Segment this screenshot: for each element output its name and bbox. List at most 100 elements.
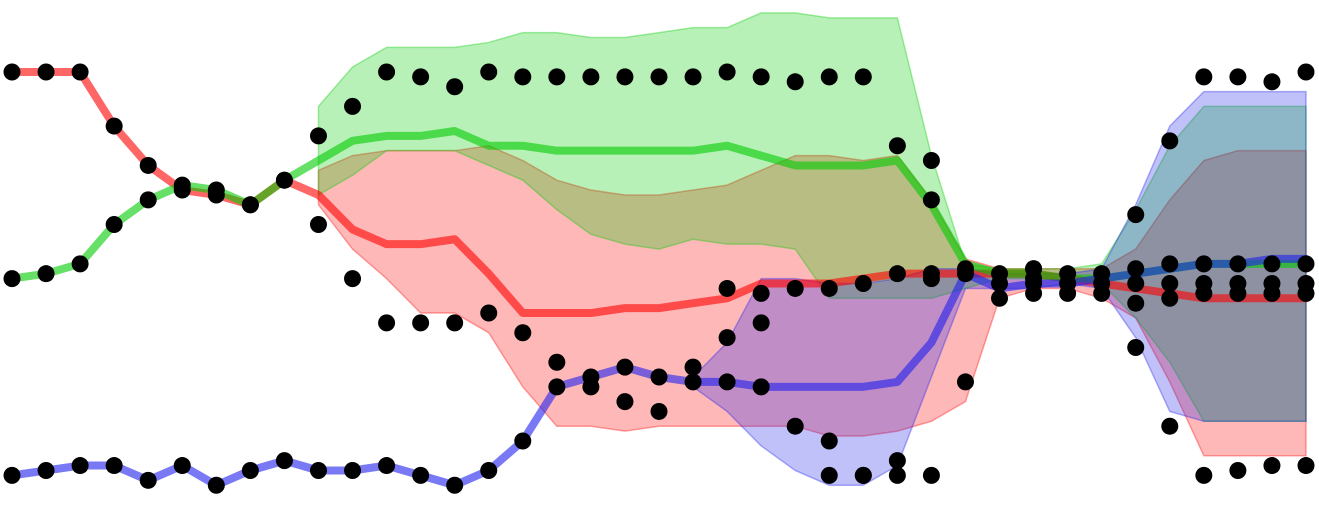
extra-marker-12 <box>1263 457 1281 475</box>
marker-0-1 <box>37 63 55 81</box>
marker-0-0 <box>3 63 21 81</box>
marker-1-9 <box>309 127 327 145</box>
marker-0-11 <box>378 314 396 332</box>
marker-2-0 <box>3 466 21 484</box>
marker-0-20 <box>684 358 702 376</box>
extra-marker-9 <box>1195 68 1213 86</box>
marker-0-18 <box>616 393 634 411</box>
marker-2-3 <box>105 457 123 475</box>
marker-2-23 <box>786 417 804 435</box>
marker-2-4 <box>139 471 157 489</box>
marker-2-24 <box>820 466 838 484</box>
marker-1-5 <box>173 176 191 194</box>
marker-1-19 <box>650 68 668 86</box>
marker-1-18 <box>616 68 634 86</box>
marker-2-10 <box>344 461 362 479</box>
marker-2-35 <box>1195 284 1213 302</box>
marker-2-28 <box>956 373 974 391</box>
marker-2-36 <box>1229 284 1247 302</box>
marker-0-3 <box>105 117 123 135</box>
marker-2-34 <box>1161 289 1179 307</box>
marker-2-37 <box>1263 284 1281 302</box>
marker-0-23 <box>786 279 804 297</box>
marker-2-14 <box>480 461 498 479</box>
marker-2-16 <box>548 378 566 396</box>
extra-marker-19 <box>718 329 736 347</box>
marker-1-31 <box>1059 265 1077 283</box>
marker-0-24 <box>820 279 838 297</box>
marker-1-33 <box>1127 260 1145 278</box>
marker-1-3 <box>105 215 123 233</box>
marker-1-23 <box>786 73 804 91</box>
marker-1-12 <box>412 68 430 86</box>
marker-2-2 <box>71 457 89 475</box>
extra-marker-20 <box>752 314 770 332</box>
marker-1-13 <box>446 78 464 96</box>
marker-1-20 <box>684 68 702 86</box>
marker-1-11 <box>378 63 396 81</box>
marker-2-26 <box>888 466 906 484</box>
extra-marker-11 <box>1229 68 1247 86</box>
marker-0-22 <box>752 284 770 302</box>
marker-0-19 <box>650 402 668 420</box>
marker-1-24 <box>820 68 838 86</box>
marker-2-13 <box>446 476 464 494</box>
marker-1-1 <box>37 265 55 283</box>
data-markers <box>3 63 1315 494</box>
marker-1-2 <box>71 255 89 273</box>
band-0 <box>317 144 1307 457</box>
marker-1-22 <box>752 68 770 86</box>
marker-0-15 <box>514 324 532 342</box>
marker-1-29 <box>991 265 1009 283</box>
marker-2-7 <box>241 461 259 479</box>
marker-1-17 <box>582 68 600 86</box>
marker-1-26 <box>888 137 906 155</box>
marker-0-21 <box>718 279 736 297</box>
marker-1-34 <box>1161 255 1179 273</box>
extra-marker-1 <box>922 270 940 288</box>
marker-2-38 <box>1297 284 1315 302</box>
marker-1-15 <box>514 68 532 86</box>
marker-0-33 <box>1127 275 1145 293</box>
marker-2-31 <box>1059 284 1077 302</box>
marker-1-35 <box>1195 255 1213 273</box>
extra-marker-0 <box>922 152 940 170</box>
extra-marker-4 <box>1127 338 1145 356</box>
marker-1-6 <box>207 181 225 199</box>
marker-2-8 <box>275 452 293 470</box>
marker-2-6 <box>207 476 225 494</box>
marker-1-21 <box>718 63 736 81</box>
marker-0-26 <box>888 265 906 283</box>
extra-marker-7 <box>1161 132 1179 150</box>
marker-0-2 <box>71 63 89 81</box>
marker-0-13 <box>446 314 464 332</box>
marker-0-9 <box>309 215 327 233</box>
extra-marker-13 <box>1263 73 1281 91</box>
extra-marker-16 <box>820 432 838 450</box>
marker-0-10 <box>344 270 362 288</box>
marker-2-15 <box>514 432 532 450</box>
marker-1-28 <box>956 260 974 278</box>
marker-2-18 <box>616 358 634 376</box>
marker-2-29 <box>991 289 1009 307</box>
marker-1-4 <box>139 191 157 209</box>
marker-2-27 <box>922 466 940 484</box>
marker-1-32 <box>1093 265 1111 283</box>
extra-marker-10 <box>1229 461 1247 479</box>
marker-2-11 <box>378 457 396 475</box>
marker-2-1 <box>37 461 55 479</box>
marker-1-10 <box>344 97 362 115</box>
marker-1-14 <box>480 63 498 81</box>
marker-2-21 <box>718 373 736 391</box>
marker-1-7 <box>241 196 259 214</box>
extra-marker-5 <box>1127 206 1145 224</box>
extra-marker-8 <box>1195 466 1213 484</box>
marker-2-17 <box>582 368 600 386</box>
marker-2-33 <box>1127 294 1145 312</box>
extra-marker-6 <box>1161 417 1179 435</box>
marker-2-32 <box>1093 284 1111 302</box>
marker-2-22 <box>752 378 770 396</box>
extra-marker-15 <box>1297 63 1315 81</box>
marker-1-8 <box>275 171 293 189</box>
